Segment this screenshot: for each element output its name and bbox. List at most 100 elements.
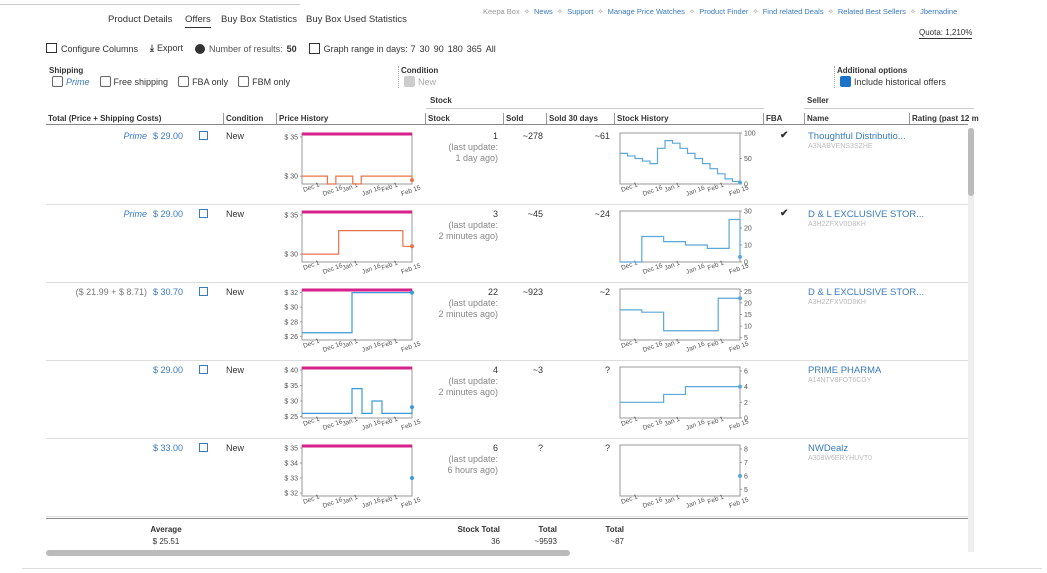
seller-name[interactable]: D & L EXCLUSIVE STOR... — [808, 287, 924, 298]
y-tick-label: 20 — [744, 300, 752, 307]
seller-name[interactable]: D & L EXCLUSIVE STOR... — [808, 209, 924, 220]
range-option[interactable]: 90 — [433, 44, 444, 54]
y-tick-label: $ 32 — [284, 491, 298, 498]
tab[interactable]: Offers — [185, 14, 211, 28]
external-link-icon[interactable] — [199, 365, 208, 374]
export[interactable]: ⤓ Export — [150, 43, 183, 54]
range-option[interactable]: 7 — [410, 44, 416, 54]
chart-frame — [301, 444, 413, 497]
column-header: FBA — [766, 114, 783, 123]
y-tick-label: $ 35 — [284, 383, 298, 390]
top-nav: Keepa Box ✧ News ✧ Support ✧ Manage Price Watc… — [483, 7, 957, 16]
shipping-title: Shipping — [49, 66, 84, 75]
column-sep — [804, 113, 805, 124]
condition-title: Condition — [401, 66, 439, 75]
footer-stock-total-label: Stock Total — [457, 525, 500, 534]
group-header: Seller — [807, 96, 829, 105]
external-link-icon[interactable] — [199, 443, 208, 452]
date-label: Dec 16 — [642, 262, 664, 276]
nav-sep: ✧ — [523, 7, 530, 16]
filter-option[interactable]: FBA only — [178, 76, 228, 87]
nav-link[interactable]: News — [534, 7, 553, 16]
tab[interactable]: Product Details — [108, 14, 173, 25]
label: Include historical offers — [854, 77, 946, 87]
total: $ 29.00 — [40, 365, 183, 375]
seller-link[interactable]: D & L EXCLUSIVE STOR... — [808, 209, 925, 220]
column-header: Total (Price + Shipping Costs) — [48, 114, 162, 123]
history-line — [302, 292, 412, 334]
seller-name[interactable]: PRIME PHARMA — [808, 365, 881, 376]
nav-link[interactable]: Find related Deals — [762, 7, 824, 16]
nav-sep: ✧ — [827, 7, 834, 16]
tab[interactable]: Buy Box Statistics — [221, 14, 298, 25]
footer-sold-total-label: Total — [538, 525, 557, 534]
results: Number of results: 50 — [195, 43, 297, 54]
seller-link[interactable]: D & L EXCLUSIVE STOR... — [808, 287, 925, 298]
seller-name[interactable]: Thoughtful Distributio... — [808, 131, 906, 142]
label: Graph range in days: — [323, 44, 408, 54]
stock-count: 4 — [492, 365, 498, 375]
column-sep — [503, 113, 504, 124]
graph-range: Graph range in days: 7 30 90 180 365 All — [308, 43, 500, 54]
checkbox[interactable] — [99, 76, 111, 87]
nav-link[interactable]: Related Best Sellers — [837, 7, 906, 16]
y-tick-label: 0 — [744, 416, 748, 423]
nav-sep: ✧ — [752, 7, 759, 16]
external-link-icon[interactable] — [199, 131, 208, 140]
h-scrollbar[interactable] — [46, 550, 570, 556]
icon — [195, 43, 206, 54]
stock-count: 6 — [492, 443, 498, 453]
date-label: Feb 15 — [400, 184, 422, 198]
history-line — [620, 140, 741, 183]
condition: New — [226, 365, 245, 375]
range-option[interactable]: 365 — [466, 44, 482, 54]
v-scrollbar[interactable] — [968, 128, 974, 196]
column-header: Price History — [279, 114, 329, 123]
checkbox[interactable] — [52, 76, 63, 87]
seller-link[interactable]: NWDealz — [808, 443, 849, 454]
external-link-icon[interactable] — [199, 209, 208, 218]
range-option[interactable]: 180 — [447, 44, 463, 54]
checkbox[interactable] — [404, 76, 415, 87]
prime-badge: Prime — [123, 131, 147, 141]
nav-link[interactable]: Support — [567, 7, 594, 16]
history-line — [302, 175, 413, 185]
nav-link[interactable]: Jbernadine — [920, 7, 958, 16]
nav-link[interactable]: Product Finder — [699, 7, 749, 16]
additional-option: Include historical offers — [840, 76, 946, 87]
total-price[interactable]: $ 29.00 — [152, 209, 183, 219]
top-tab-strip — [0, 0, 300, 5]
seller-link[interactable]: Thoughtful Distributio... — [808, 131, 906, 142]
seller-link[interactable]: PRIME PHARMA — [808, 365, 882, 376]
column-sep — [223, 113, 224, 124]
checkbox[interactable] — [840, 76, 851, 87]
external-link-icon[interactable] — [199, 287, 208, 296]
footer-sold30-total-label: Total — [605, 525, 624, 534]
tab[interactable]: Buy Box Used Statistics — [306, 14, 407, 25]
total-price[interactable]: $ 29.00 — [152, 131, 183, 141]
configure-columns[interactable]: Configure Columns — [46, 43, 138, 54]
column-sep — [763, 113, 764, 124]
icon: ⤓ — [150, 43, 155, 53]
y-tick-label: $ 30 — [284, 305, 298, 312]
column-header: Condition — [226, 114, 264, 123]
last-point — [410, 178, 414, 183]
filter-option[interactable]: FBM only — [238, 76, 290, 87]
condition-option: New — [404, 76, 436, 87]
y-tick-label: 50 — [744, 156, 752, 163]
v-scroll-track — [968, 128, 974, 552]
seller-name[interactable]: NWDealz — [808, 443, 848, 454]
column-sep — [425, 113, 426, 124]
nav-link[interactable]: Manage Price Watches — [607, 7, 685, 16]
nav-link[interactable]: Keepa Box — [483, 7, 520, 16]
checkbox[interactable] — [178, 76, 190, 87]
range-option[interactable]: All — [485, 44, 496, 54]
total-price[interactable]: $ 33.00 — [152, 443, 183, 453]
total-price[interactable]: $ 30.70 — [152, 287, 183, 297]
label: Prime — [66, 77, 90, 87]
filter-option[interactable]: Free shipping — [99, 76, 168, 87]
filter-option[interactable]: Prime — [52, 76, 90, 87]
range-option[interactable]: 30 — [419, 44, 430, 54]
checkbox[interactable] — [238, 76, 250, 87]
total-price[interactable]: $ 29.00 — [152, 365, 183, 375]
